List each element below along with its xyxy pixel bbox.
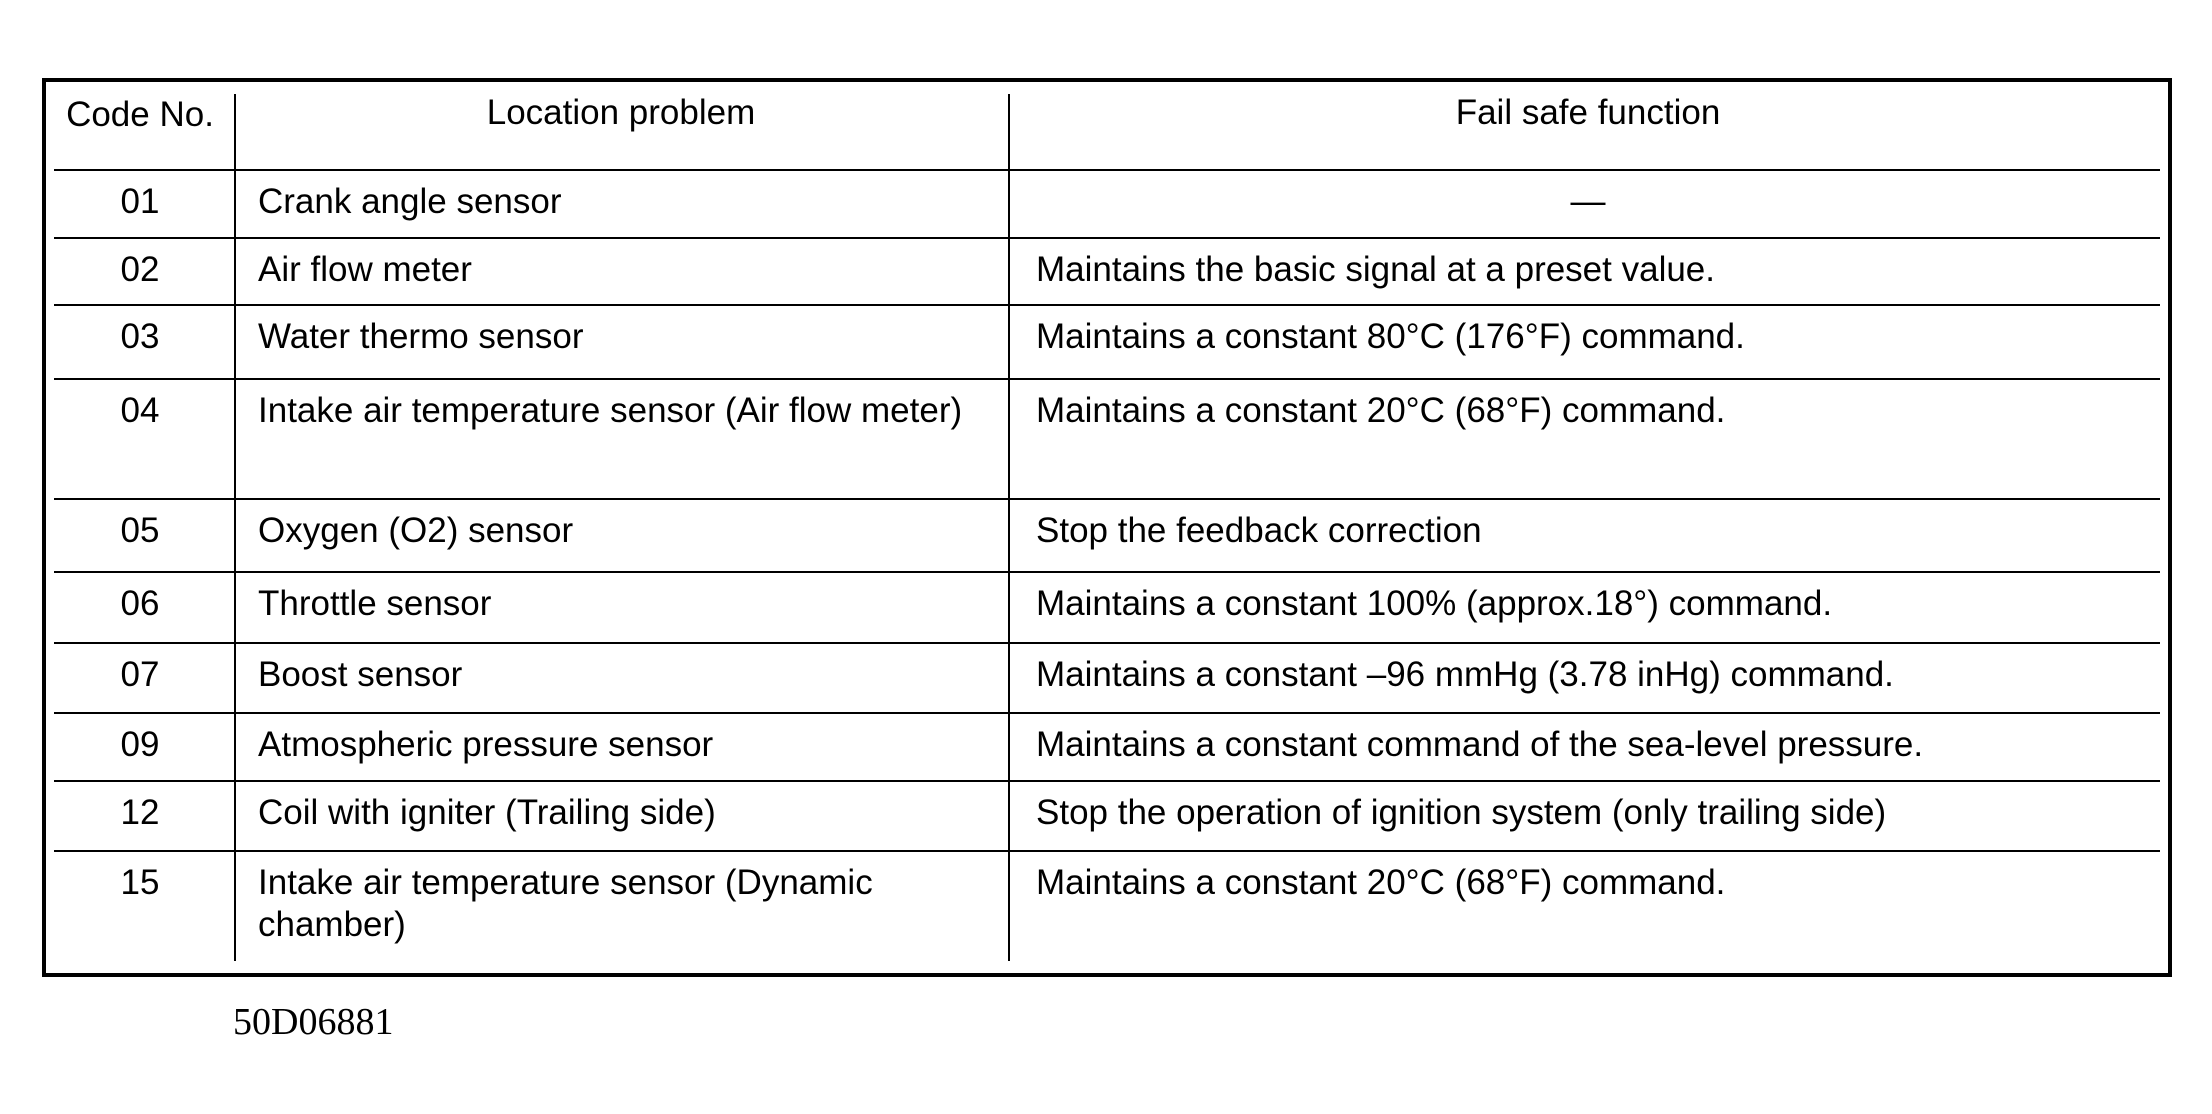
row-divider [54,850,2160,852]
row-location: Intake air temperature sensor (Air flow … [258,391,963,430]
figure-code: 50D06881 [233,1001,394,1043]
row-location: Atmospheric pressure sensor [258,725,714,764]
row-fail-safe: — [1570,182,1606,221]
row-divider [54,712,2160,714]
row-code: 07 [120,655,160,694]
row-fail-safe: Maintains a constant –96 mmHg (3.78 inHg… [1036,655,1894,694]
row-location: Boost sensor [258,655,463,694]
row-fail-safe: Maintains a constant command of the sea-… [1036,725,1924,764]
header-fail-safe-function: Fail safe function [1455,93,1721,132]
row-fail-safe: Maintains a constant 20°C (68°F) command… [1036,863,1726,902]
row-divider [54,304,2160,306]
row-fail-safe: Maintains a constant 100% (approx.18°) c… [1036,584,1833,623]
row-divider [54,780,2160,782]
row-divider [54,498,2160,500]
row-divider [54,378,2160,380]
row-divider [54,169,2160,171]
row-code: 04 [120,391,160,430]
row-code: 05 [120,511,160,550]
row-divider [54,571,2160,573]
row-code: 01 [120,182,160,221]
row-divider [54,642,2160,644]
column-divider [1008,94,1010,961]
row-code: 12 [120,793,160,832]
row-location: Water thermo sensor [258,317,584,356]
row-location: Throttle sensor [258,584,492,623]
header-code-no: Code No. [66,95,214,134]
row-code: 06 [120,584,160,623]
row-fail-safe: Maintains a constant 80°C (176°F) comman… [1036,317,1745,356]
fail-safe-table: Code No. Location problem Fail safe functi… [42,78,2172,977]
row-location: Crank angle sensor [258,182,562,221]
row-fail-safe: Maintains a constant 20°C (68°F) command… [1036,391,1726,430]
row-code: 15 [120,863,160,902]
row-code: 02 [120,250,160,289]
column-divider [234,94,236,961]
row-fail-safe: Maintains the basic signal at a preset v… [1036,250,1715,289]
row-location: Air flow meter [258,250,472,289]
row-location: Coil with igniter (Trailing side) [258,793,716,832]
row-divider [54,237,2160,239]
row-fail-safe: Stop the operation of ignition system (o… [1036,793,1887,832]
header-location-problem: Location problem [486,93,756,132]
row-location: Intake air temperature sensor (Dynamic c… [258,863,873,944]
row-fail-safe: Stop the feedback correction [1036,511,1482,550]
row-location: Oxygen (O2) sensor [258,511,574,550]
row-code: 03 [120,317,160,356]
row-code: 09 [120,725,160,764]
